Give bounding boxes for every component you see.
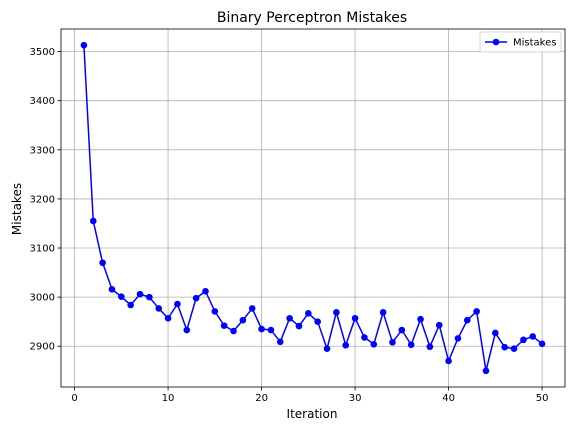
data-point bbox=[118, 293, 125, 300]
x-axis-label: Iteration bbox=[287, 407, 338, 421]
data-point bbox=[407, 341, 415, 349]
data-point bbox=[136, 290, 144, 298]
y-tick-label: 3400 bbox=[30, 96, 55, 107]
data-point bbox=[99, 259, 106, 267]
data-point bbox=[258, 325, 265, 333]
data-point bbox=[183, 326, 191, 334]
series-mistakes bbox=[80, 41, 546, 375]
y-tick-label: 3500 bbox=[30, 47, 55, 58]
data-point bbox=[295, 322, 303, 330]
chart-title: Binary Perceptron Mistakes bbox=[217, 10, 407, 26]
data-point bbox=[220, 322, 228, 329]
ticks: 0 10 20 30 40 50 2900 3000 3100 3200 3300 3400 3500 bbox=[30, 47, 549, 404]
data-point bbox=[127, 301, 134, 309]
data-point bbox=[398, 326, 406, 334]
data-point bbox=[174, 300, 181, 308]
data-point bbox=[361, 334, 368, 341]
data-point bbox=[426, 343, 434, 351]
legend-box bbox=[479, 31, 562, 53]
data-point bbox=[192, 294, 200, 302]
data-point bbox=[351, 314, 359, 322]
y-tick-label: 3200 bbox=[30, 194, 55, 205]
data-point bbox=[482, 367, 490, 375]
x-tick-label: 0 bbox=[71, 393, 77, 404]
data-point bbox=[323, 345, 331, 352]
data-point bbox=[211, 308, 219, 315]
data-point bbox=[454, 335, 462, 342]
y-tick-label: 3300 bbox=[30, 145, 55, 156]
data-point bbox=[463, 316, 471, 324]
data-point bbox=[267, 326, 275, 334]
x-tick-label: 50 bbox=[536, 393, 549, 404]
data-point bbox=[538, 340, 546, 348]
data-point bbox=[445, 357, 452, 365]
data-point bbox=[510, 345, 518, 352]
data-point bbox=[520, 336, 527, 344]
data-point bbox=[230, 327, 237, 335]
data-point bbox=[248, 305, 256, 312]
x-tick-label: 10 bbox=[162, 393, 175, 404]
x-tick-label: 20 bbox=[255, 393, 268, 404]
y-axis-label: Mistakes bbox=[10, 183, 24, 235]
legend-label-mistakes: Mistakes bbox=[513, 38, 556, 49]
data-point bbox=[379, 309, 387, 316]
data-point bbox=[333, 309, 340, 316]
x-tick-label: 30 bbox=[349, 393, 362, 404]
data-point bbox=[305, 310, 312, 317]
data-point bbox=[89, 217, 97, 225]
legend-marker-mistakes bbox=[492, 38, 500, 46]
data-point bbox=[146, 293, 153, 301]
data-point bbox=[473, 308, 480, 315]
y-tick-label: 3100 bbox=[30, 244, 55, 255]
data-point bbox=[435, 321, 443, 329]
data-point bbox=[108, 285, 116, 293]
data-point bbox=[529, 333, 537, 340]
data-point bbox=[389, 339, 396, 346]
y-tick-label: 2900 bbox=[30, 342, 55, 353]
x-tick-label: 40 bbox=[442, 393, 455, 404]
plot-frame bbox=[60, 28, 566, 388]
data-point bbox=[155, 305, 163, 312]
data-point bbox=[501, 343, 508, 351]
data-point bbox=[370, 340, 378, 348]
data-point bbox=[417, 315, 424, 323]
data-point bbox=[80, 41, 88, 49]
data-point bbox=[492, 329, 499, 337]
legend: Mistakes bbox=[479, 31, 562, 53]
data-point bbox=[276, 338, 284, 346]
y-tick-label: 3000 bbox=[30, 293, 55, 304]
data-point bbox=[314, 318, 321, 325]
data-point bbox=[342, 341, 350, 349]
data-point bbox=[164, 314, 172, 322]
data-point bbox=[202, 287, 209, 295]
data-point bbox=[239, 316, 247, 324]
data-point bbox=[286, 314, 293, 322]
